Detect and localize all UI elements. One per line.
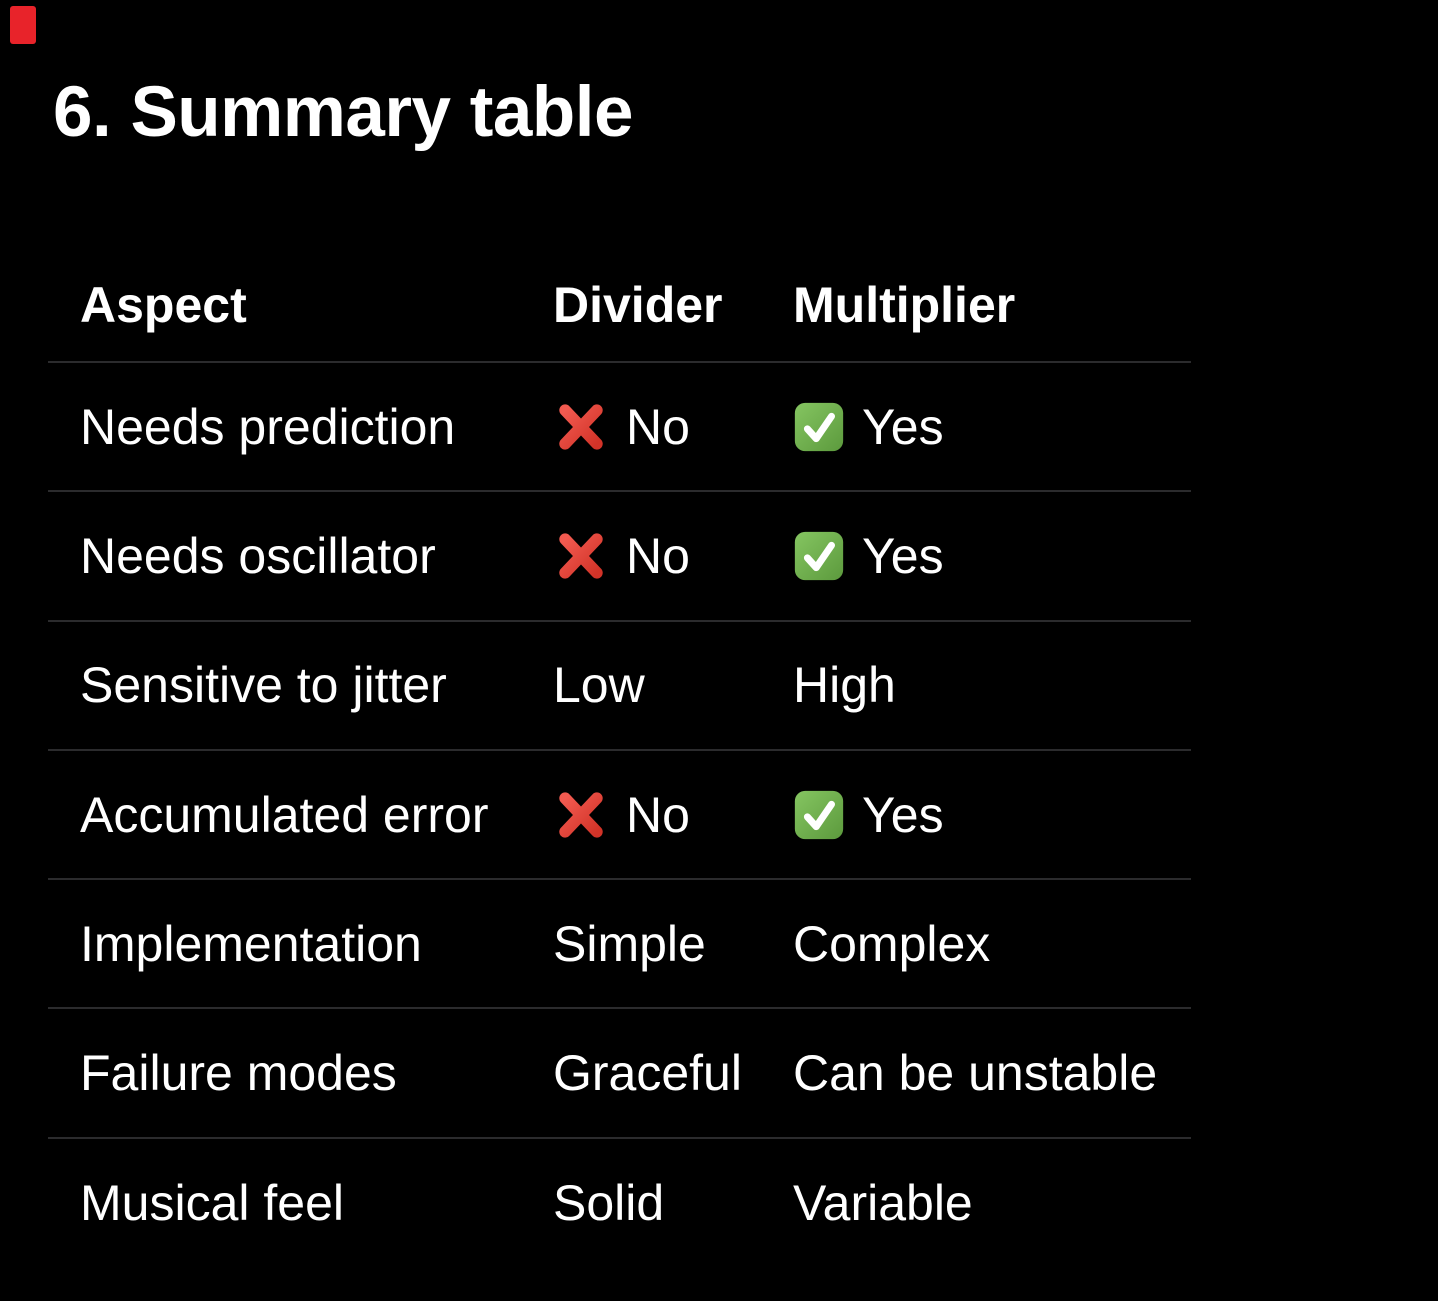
cell-label: No [626,527,690,584]
divider-cell: No [553,398,793,456]
cell-label: No [626,398,690,455]
divider-cell: Simple [553,915,706,972]
divider-cell: Low [553,657,645,714]
check-mark-icon [793,530,845,582]
aspect-cell: Failure modes [80,1045,397,1102]
table-row: Failure modes Graceful Can be unstable [48,1009,1191,1139]
multiplier-cell: Can be unstable [793,1045,1158,1102]
divider-cell: Graceful [553,1045,742,1102]
table-row: Musical feel Solid Variable [48,1139,1191,1268]
aspect-cell: Needs prediction [80,398,456,455]
cell-label: Yes [862,786,944,843]
multiplier-cell: High [793,657,896,714]
divider-cell: No [553,786,793,844]
summary-table: Aspect Divider Multiplier Needs predicti… [48,248,1191,1268]
aspect-cell: Needs oscillator [80,527,436,584]
divider-cell: No [553,527,793,585]
table-row: Needs prediction No Yes [48,363,1191,493]
table-header-row: Aspect Divider Multiplier [48,248,1191,363]
aspect-cell: Accumulated error [80,786,489,843]
cross-mark-icon [553,787,609,843]
table-row: Accumulated error No Yes [48,751,1191,881]
check-mark-icon [793,789,845,841]
aspect-cell: Musical feel [80,1175,344,1232]
cell-label: Yes [862,527,944,584]
page-title: 6. Summary table [53,73,633,152]
screen-recording-indicator [10,6,36,44]
multiplier-cell: Yes [793,398,1191,456]
divider-cell: Solid [553,1175,665,1232]
check-mark-icon [793,401,845,453]
table-row: Needs oscillator No Yes [48,492,1191,622]
table-row: Implementation Simple Complex [48,880,1191,1010]
column-header-multiplier: Multiplier [793,276,1016,333]
cross-mark-icon [553,528,609,584]
cross-mark-icon [553,399,609,455]
aspect-cell: Sensitive to jitter [80,657,447,714]
table-row: Sensitive to jitter Low High [48,622,1191,751]
cell-label: Yes [862,398,944,455]
multiplier-cell: Complex [793,915,991,972]
aspect-cell: Implementation [80,915,422,972]
multiplier-cell: Yes [793,786,1191,844]
cell-label: No [626,786,690,843]
column-header-divider: Divider [553,276,723,333]
multiplier-cell: Yes [793,527,1191,585]
multiplier-cell: Variable [793,1175,973,1232]
column-header-aspect: Aspect [80,276,247,333]
